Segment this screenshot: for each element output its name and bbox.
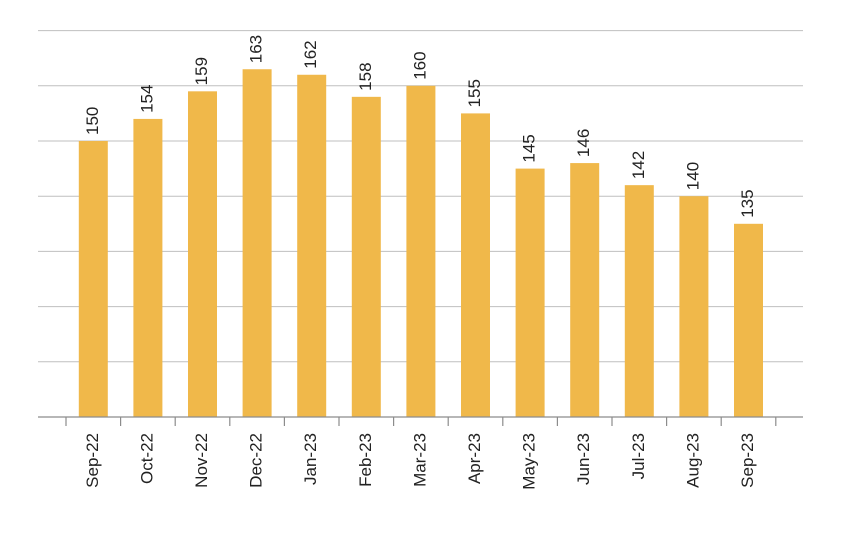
bar bbox=[406, 85, 436, 418]
x-tick-label: Mar-23 bbox=[410, 433, 429, 487]
data-label: 158 bbox=[356, 62, 375, 90]
bar bbox=[679, 196, 709, 417]
bar bbox=[351, 96, 381, 417]
data-label: 142 bbox=[629, 151, 648, 179]
bar bbox=[461, 113, 490, 418]
data-label: 160 bbox=[410, 51, 429, 79]
x-tick-label: May-23 bbox=[520, 433, 539, 490]
x-tick-label: Nov-22 bbox=[192, 433, 211, 488]
data-label: 150 bbox=[83, 107, 102, 135]
data-label: 159 bbox=[192, 57, 211, 85]
bar bbox=[188, 91, 217, 417]
data-labels: 150 154 159 163 162 158 160 155 145 146 142 140 135 bbox=[83, 35, 757, 218]
x-tick-label: Sep-23 bbox=[738, 433, 757, 488]
bar bbox=[570, 163, 600, 417]
x-tick-labels: Sep-22 Oct-22 Nov-22 Dec-22 Jan-23 Feb-23 Mar-… bbox=[83, 433, 757, 490]
bar bbox=[624, 185, 654, 417]
x-tick-label: Jul-23 bbox=[629, 433, 648, 479]
bars bbox=[78, 69, 763, 418]
x-tick-label: Feb-23 bbox=[356, 433, 375, 487]
x-axis-ticks bbox=[65, 417, 777, 426]
data-label: 135 bbox=[738, 189, 757, 217]
x-tick-label: Apr-23 bbox=[465, 433, 484, 484]
data-label: 155 bbox=[465, 79, 484, 107]
data-label: 154 bbox=[137, 85, 156, 113]
data-label: 163 bbox=[247, 35, 266, 63]
data-label: 140 bbox=[683, 162, 702, 190]
x-tick-label: Aug-23 bbox=[683, 433, 702, 488]
x-tick-label: Jun-23 bbox=[574, 433, 593, 485]
bar bbox=[242, 69, 272, 418]
x-tick-label: Sep-22 bbox=[83, 433, 102, 488]
x-tick-label: Oct-22 bbox=[137, 433, 156, 484]
bar bbox=[515, 168, 545, 417]
data-label: 162 bbox=[301, 40, 320, 68]
bar bbox=[78, 141, 108, 417]
bar bbox=[133, 118, 163, 418]
x-tick-label: Dec-22 bbox=[247, 433, 266, 488]
x-tick-label: Jan-23 bbox=[301, 433, 320, 485]
bar bbox=[734, 223, 763, 417]
data-label: 146 bbox=[574, 129, 593, 157]
bar bbox=[297, 74, 327, 417]
data-label: 145 bbox=[520, 134, 539, 162]
